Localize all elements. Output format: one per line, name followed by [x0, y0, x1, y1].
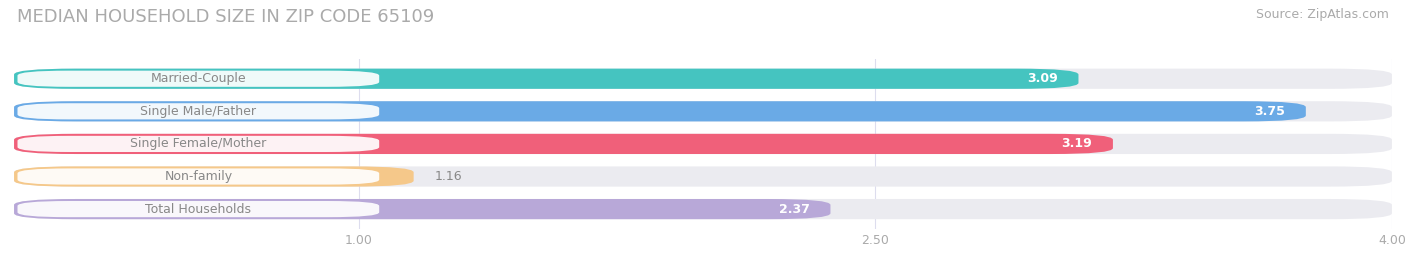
FancyBboxPatch shape: [17, 136, 380, 152]
FancyBboxPatch shape: [14, 101, 1392, 121]
FancyBboxPatch shape: [17, 201, 380, 217]
FancyBboxPatch shape: [14, 101, 1306, 121]
FancyBboxPatch shape: [17, 168, 380, 185]
FancyBboxPatch shape: [14, 69, 1078, 89]
FancyBboxPatch shape: [14, 134, 1114, 154]
FancyBboxPatch shape: [17, 103, 380, 119]
Text: Married-Couple: Married-Couple: [150, 72, 246, 85]
Text: Single Female/Mother: Single Female/Mother: [131, 137, 267, 150]
FancyBboxPatch shape: [14, 69, 1392, 89]
Text: 1.16: 1.16: [434, 170, 463, 183]
Text: 3.19: 3.19: [1062, 137, 1092, 150]
FancyBboxPatch shape: [14, 167, 1392, 187]
Text: Source: ZipAtlas.com: Source: ZipAtlas.com: [1256, 8, 1389, 21]
FancyBboxPatch shape: [14, 199, 1392, 219]
Text: 3.75: 3.75: [1254, 105, 1285, 118]
Text: 3.09: 3.09: [1026, 72, 1057, 85]
Text: Non-family: Non-family: [165, 170, 232, 183]
Text: Single Male/Father: Single Male/Father: [141, 105, 256, 118]
FancyBboxPatch shape: [14, 199, 831, 219]
Text: 2.37: 2.37: [779, 203, 810, 215]
FancyBboxPatch shape: [17, 71, 380, 87]
Text: Total Households: Total Households: [145, 203, 252, 215]
Text: MEDIAN HOUSEHOLD SIZE IN ZIP CODE 65109: MEDIAN HOUSEHOLD SIZE IN ZIP CODE 65109: [17, 8, 434, 26]
FancyBboxPatch shape: [14, 167, 413, 187]
FancyBboxPatch shape: [14, 134, 1392, 154]
